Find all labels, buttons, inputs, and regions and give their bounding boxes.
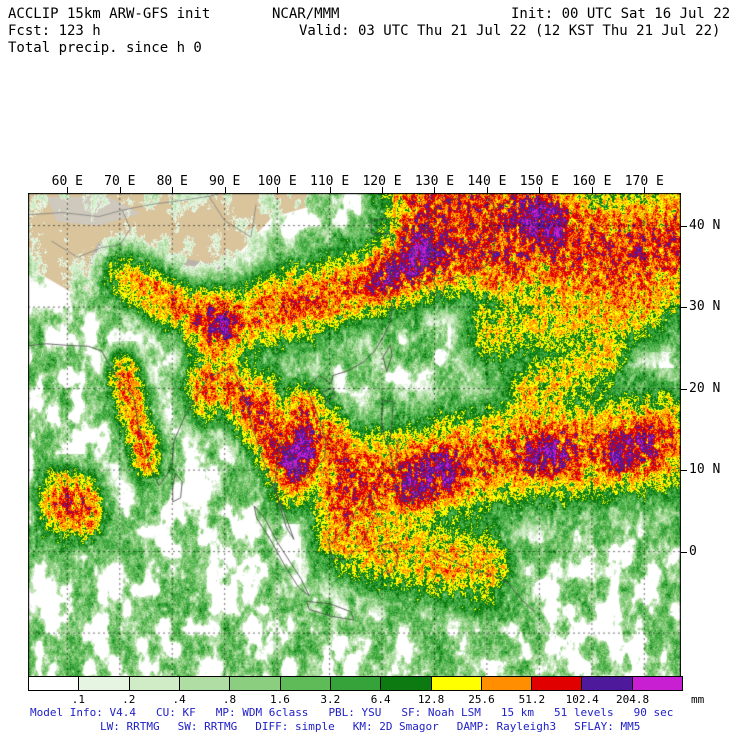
colorbar-level-label: 6.4 xyxy=(370,693,391,706)
map-lon-label: 170 E xyxy=(624,174,664,189)
precip-map-canvas xyxy=(28,193,681,682)
model-config-item: 90 sec xyxy=(633,706,674,719)
colorbar-level-label: 102.4 xyxy=(565,693,599,706)
lat-tick-mark xyxy=(681,225,687,227)
model-title: ACCLIP 15km ARW-GFS init xyxy=(8,6,211,22)
colorbar-cell-3 xyxy=(179,677,231,690)
model-config-item: Model Info: V4.4 xyxy=(30,706,136,719)
init-time: Init: 00 UTC Sat 16 Jul 22 xyxy=(511,6,731,22)
map-lon-label: 60 E xyxy=(51,174,83,189)
colorbar-level-label: .4 xyxy=(172,693,186,706)
map-lon-label: 100 E xyxy=(257,174,297,189)
model-config-item: SW: RRTMG xyxy=(177,720,238,733)
model-config-item: KM: 2D Smagor xyxy=(352,720,439,733)
map-lon-label: 120 E xyxy=(362,174,402,189)
lon-tick-mark xyxy=(644,187,646,193)
colorbar xyxy=(28,676,683,691)
colorbar-level-label: .8 xyxy=(222,693,237,706)
lat-tick-mark xyxy=(681,470,687,472)
colorbar-level-label: .1 xyxy=(71,693,85,706)
lon-tick-mark xyxy=(539,187,541,193)
colorbar-cell-5 xyxy=(280,677,331,690)
model-config-item: SF: Noah LSM xyxy=(401,706,481,719)
lon-tick-mark xyxy=(382,187,384,193)
valid-time: Valid: 03 UTC Thu 21 Jul 22 (12 KST Thu … xyxy=(299,23,721,39)
map-lon-label: 130 E xyxy=(414,174,455,189)
colorbar-cell-10 xyxy=(532,677,583,690)
forecast-hour: Fcst: 123 h xyxy=(8,23,101,39)
model-config-item: DAMP: Rayleigh3 xyxy=(456,720,557,733)
colorbar-level-label: 204.8 xyxy=(616,693,650,706)
lon-tick-mark xyxy=(591,187,593,193)
lon-tick-mark xyxy=(434,187,436,193)
field-title: Total precip. since h 0 xyxy=(8,40,202,56)
lon-tick-mark xyxy=(67,187,69,193)
model-config-item: 15 km xyxy=(500,706,535,719)
colorbar-cell-8 xyxy=(431,677,482,690)
colorbar-cell-0 xyxy=(29,677,80,690)
map-lat-label: 0 xyxy=(689,543,697,559)
model-config-item: PBL: YSU xyxy=(328,706,382,719)
model-config-item: LW: RRTMG xyxy=(100,720,160,733)
colorbar-cell-7 xyxy=(381,677,432,690)
map-lon-label: 80 E xyxy=(156,174,188,189)
colorbar-level-label: 1.6 xyxy=(269,693,290,706)
map-lon-label: 70 E xyxy=(104,174,136,189)
colorbar-level-label: 25.6 xyxy=(468,693,495,706)
colorbar-level-label: 12.8 xyxy=(417,693,445,706)
lon-tick-mark xyxy=(329,187,331,193)
colorbar-cell-12 xyxy=(632,677,683,690)
model-config-item: SFLAY: MM5 xyxy=(574,720,641,733)
map-lat-label: 20 N xyxy=(689,380,721,396)
map-lat-label: 30 N xyxy=(689,299,721,315)
colorbar-cell-1 xyxy=(79,677,130,690)
model-config-line-1: Model Info: V4.4 CU: KF MP: WDM 6class PBL:… xyxy=(30,706,673,719)
lon-tick-mark xyxy=(224,187,226,193)
model-config-item: DIFF: simple xyxy=(255,720,335,733)
colorbar-cell-6 xyxy=(330,677,382,690)
colorbar-unit: mm xyxy=(691,693,705,706)
map-lon-label: 90 E xyxy=(209,174,241,189)
lat-tick-mark xyxy=(681,307,687,309)
colorbar-cell-4 xyxy=(230,677,281,690)
colorbar-level-label: 3.2 xyxy=(320,693,341,706)
map-lat-label: 10 N xyxy=(689,462,721,478)
map-lon-label: 160 E xyxy=(572,174,612,189)
lat-tick-mark xyxy=(681,551,687,553)
colorbar-cell-2 xyxy=(129,677,180,690)
lon-tick-mark xyxy=(277,187,279,193)
lon-tick-mark xyxy=(119,187,121,193)
map-lon-label: 110 E xyxy=(310,174,350,189)
lon-tick-mark xyxy=(486,187,488,193)
colorbar-level-label: .2 xyxy=(122,693,136,706)
model-config-item: CU: KF xyxy=(155,706,196,719)
lat-tick-mark xyxy=(681,388,687,390)
colorbar-cell-9 xyxy=(481,677,533,690)
colorbar-level-label: 51.2 xyxy=(518,693,546,706)
lon-tick-mark xyxy=(172,187,174,193)
model-config-item: MP: WDM 6class xyxy=(215,706,309,719)
map-lon-label: 150 E xyxy=(519,174,559,189)
colorbar-cell-11 xyxy=(582,677,633,690)
model-config-item: 51 levels xyxy=(554,706,614,719)
model-config-line-2: LW: RRTMG SW: RRTMG DIFF: simple KM: 2D Sma… xyxy=(100,720,640,733)
map-lon-label: 140 E xyxy=(467,174,507,189)
org-name: NCAR/MMM xyxy=(272,6,340,22)
map-lat-label: 40 N xyxy=(689,217,721,233)
